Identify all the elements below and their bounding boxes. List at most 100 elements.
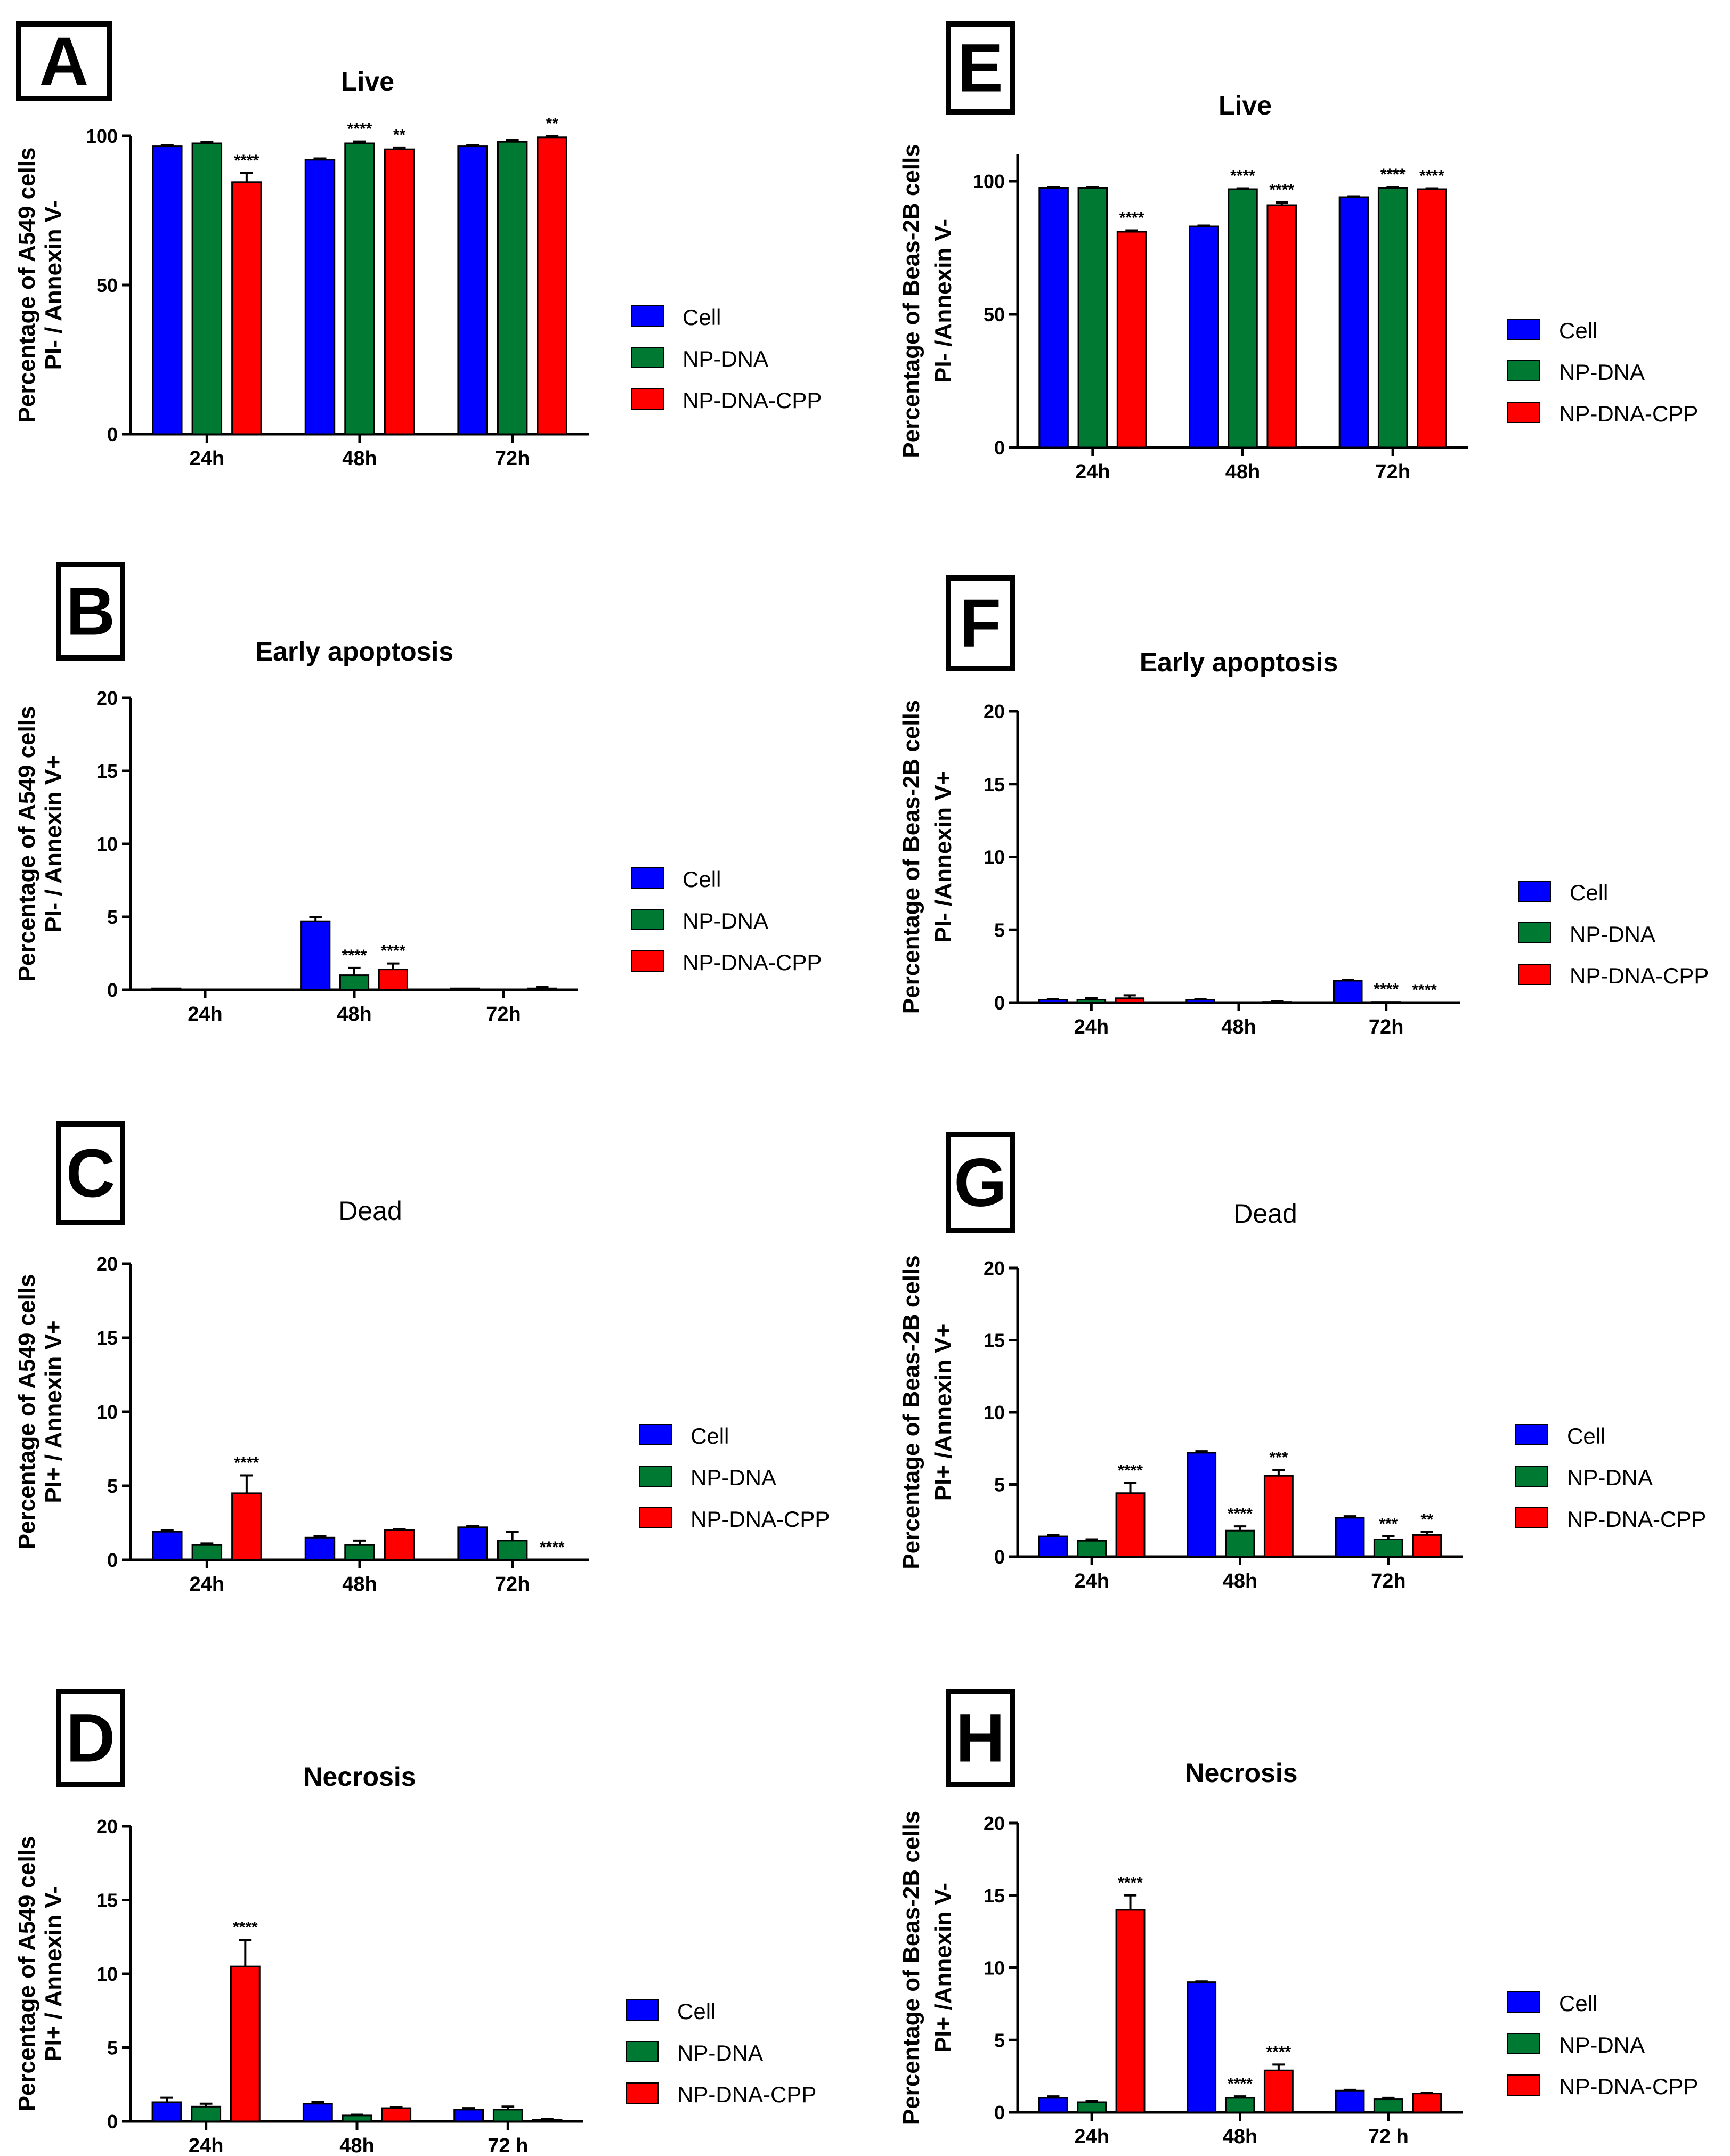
bar-cell bbox=[1333, 980, 1363, 1004]
y-tick-label: 5 bbox=[107, 906, 118, 928]
panel-letter: A bbox=[39, 23, 88, 100]
bar-np-dna bbox=[1225, 2097, 1255, 2113]
legend-swatch-np-dna-cpp bbox=[631, 388, 664, 410]
bar-np-dna-cpp bbox=[230, 1965, 261, 2122]
panel-h: H Necrosis Percentage of Beas-2B cells PI+ … bbox=[898, 1689, 1698, 2148]
bar-np-dna bbox=[497, 1540, 528, 1561]
bar-np-dna bbox=[1228, 188, 1258, 449]
bar-np-dna bbox=[1077, 2101, 1107, 2113]
significance-label: **** bbox=[540, 1539, 565, 1556]
x-tick-label: 72h bbox=[1375, 461, 1410, 483]
y-axis-label: PI+ /Annexin V- bbox=[930, 1883, 956, 2053]
x-tick-label: 72 h bbox=[488, 2135, 528, 2156]
bar-np-dna-cpp bbox=[384, 1529, 415, 1561]
legend-label: NP-DNA-CPP bbox=[683, 950, 822, 975]
bar-np-dna bbox=[344, 142, 375, 435]
y-tick-label: 15 bbox=[984, 774, 1005, 795]
bar-cell bbox=[1038, 2097, 1068, 2113]
panel-letter: E bbox=[957, 30, 1003, 107]
y-tick-label: 20 bbox=[984, 701, 1005, 722]
x-tick-label: 72 h bbox=[1368, 2126, 1409, 2148]
panel-c: C Dead Percentage of A549 cells PI+ / Annex… bbox=[14, 1121, 830, 1596]
panel-e: E Live Percentage of Beas-2B cells PI- /Ann… bbox=[898, 21, 1698, 483]
legend-swatch-cell bbox=[1518, 881, 1551, 902]
bar-np-dna-cpp bbox=[1115, 1492, 1146, 1558]
legend-label: NP-DNA-CPP bbox=[1567, 1507, 1706, 1532]
significance-label: **** bbox=[380, 942, 405, 960]
bar-cell bbox=[1185, 999, 1215, 1004]
x-tick-label: 48h bbox=[337, 1003, 371, 1026]
bar-np-dna-cpp bbox=[1115, 997, 1145, 1004]
bar-cell bbox=[1187, 1981, 1217, 2113]
significance-label: *** bbox=[1379, 1515, 1398, 1533]
y-tick-label: 100 bbox=[973, 170, 1005, 192]
y-tick-label: 15 bbox=[96, 1890, 118, 1911]
legend-label: NP-DNA bbox=[683, 908, 768, 933]
x-tick-label: 48h bbox=[342, 1573, 377, 1596]
bar-cell bbox=[450, 987, 480, 991]
chart-title: Dead bbox=[338, 1196, 402, 1226]
legend-label: Cell bbox=[677, 1999, 716, 2024]
y-tick-label: 10 bbox=[984, 1402, 1005, 1423]
panel-letter-box bbox=[946, 21, 1015, 115]
bar-np-dna-cpp bbox=[378, 969, 408, 991]
x-tick-label: 48h bbox=[1223, 2126, 1257, 2148]
bar-cell bbox=[457, 1526, 488, 1561]
bar-np-dna-cpp bbox=[1266, 204, 1297, 449]
legend-swatch-cell bbox=[631, 305, 664, 327]
y-axis-label: Percentage of A549 cells bbox=[14, 148, 40, 423]
significance-label: **** bbox=[1380, 166, 1406, 183]
bar-cell bbox=[304, 159, 336, 435]
bar-np-dna-cpp bbox=[1417, 188, 1447, 449]
legend-label: Cell bbox=[1570, 880, 1608, 905]
legend-label: NP-DNA bbox=[1559, 2032, 1645, 2057]
panel-letter-box bbox=[946, 1689, 1015, 1787]
x-tick-label: 24h bbox=[1074, 2126, 1109, 2148]
bar-np-dna-cpp bbox=[537, 136, 567, 435]
chart-title: Live bbox=[1219, 91, 1272, 120]
bar-np-dna bbox=[1373, 2098, 1403, 2113]
bar-np-dna-cpp bbox=[231, 181, 262, 435]
bar-cell bbox=[1187, 1452, 1217, 1558]
y-tick-label: 10 bbox=[984, 1957, 1005, 1979]
y-axis-label: Percentage of A549 cells bbox=[14, 1274, 40, 1550]
bar-np-dna bbox=[1373, 1538, 1403, 1558]
y-tick-label: 20 bbox=[96, 687, 118, 709]
legend-swatch-np-dna-cpp bbox=[626, 2082, 659, 2104]
significance-label: **** bbox=[233, 1918, 258, 1936]
significance-label: ** bbox=[393, 126, 406, 144]
panel-letter-box bbox=[946, 575, 1015, 671]
legend-label: NP-DNA bbox=[677, 2040, 763, 2065]
bar-np-dna bbox=[497, 141, 528, 435]
y-tick-label: 15 bbox=[96, 760, 118, 782]
legend-label: NP-DNA-CPP bbox=[1559, 401, 1698, 426]
bar-cell bbox=[1335, 2089, 1365, 2113]
legend-swatch-np-dna bbox=[626, 2041, 659, 2062]
bar-cell bbox=[1038, 1535, 1068, 1558]
y-tick-label: 0 bbox=[107, 2111, 118, 2133]
legend-label: Cell bbox=[1567, 1423, 1605, 1449]
significance-label: **** bbox=[1266, 2043, 1292, 2061]
y-tick-label: 10 bbox=[96, 1963, 118, 1985]
y-axis-label: PI- /Annexin V+ bbox=[930, 771, 956, 943]
significance-label: **** bbox=[1269, 181, 1294, 199]
significance-label: **** bbox=[342, 947, 367, 964]
y-tick-label: 10 bbox=[984, 847, 1005, 868]
bar-np-dna-cpp bbox=[1412, 1534, 1442, 1558]
significance-label: **** bbox=[1118, 1462, 1143, 1479]
y-tick-label: 20 bbox=[984, 1812, 1005, 1834]
bar-np-dna-cpp bbox=[384, 148, 415, 435]
legend-label: NP-DNA bbox=[1570, 922, 1655, 947]
panel-letter: C bbox=[66, 1136, 115, 1212]
bar-cell bbox=[457, 145, 488, 435]
bar-np-dna bbox=[1371, 1001, 1401, 1004]
y-axis-label: Percentage of A549 cells bbox=[14, 1836, 40, 2112]
x-tick-label: 24h bbox=[1075, 461, 1110, 483]
x-tick-label: 24h bbox=[1074, 1570, 1109, 1592]
significance-label: **** bbox=[1228, 2075, 1253, 2093]
legend-swatch-cell bbox=[1515, 1424, 1548, 1445]
y-tick-label: 20 bbox=[96, 1253, 118, 1275]
y-axis-label: PI- /Annexin V- bbox=[930, 219, 956, 383]
y-tick-label: 0 bbox=[107, 1549, 118, 1571]
legend-swatch-np-dna-cpp bbox=[631, 950, 664, 972]
